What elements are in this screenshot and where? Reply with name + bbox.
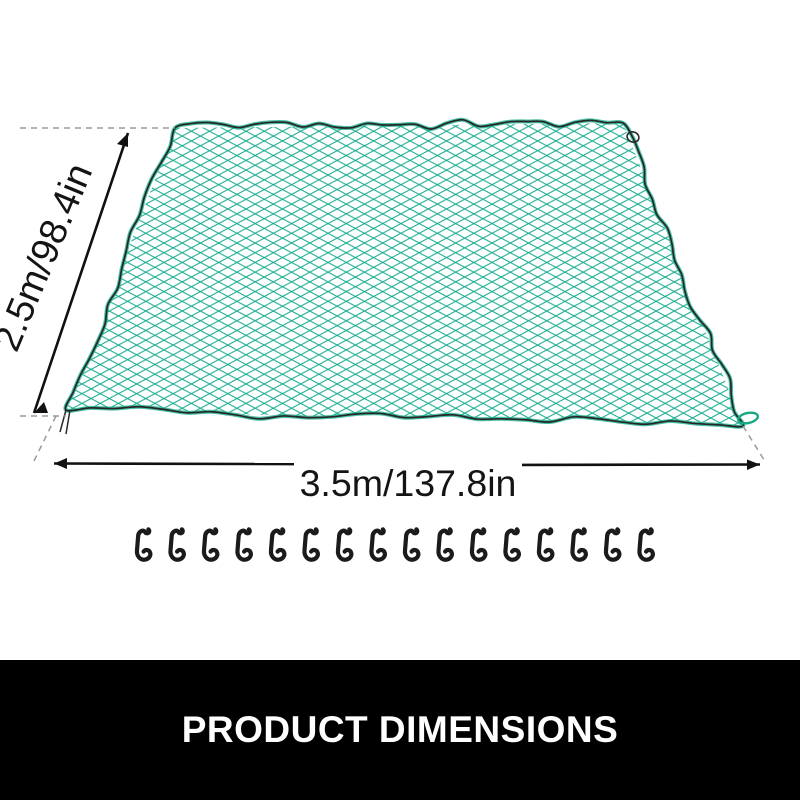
svg-text:3.5m/137.8in: 3.5m/137.8in: [300, 462, 517, 504]
